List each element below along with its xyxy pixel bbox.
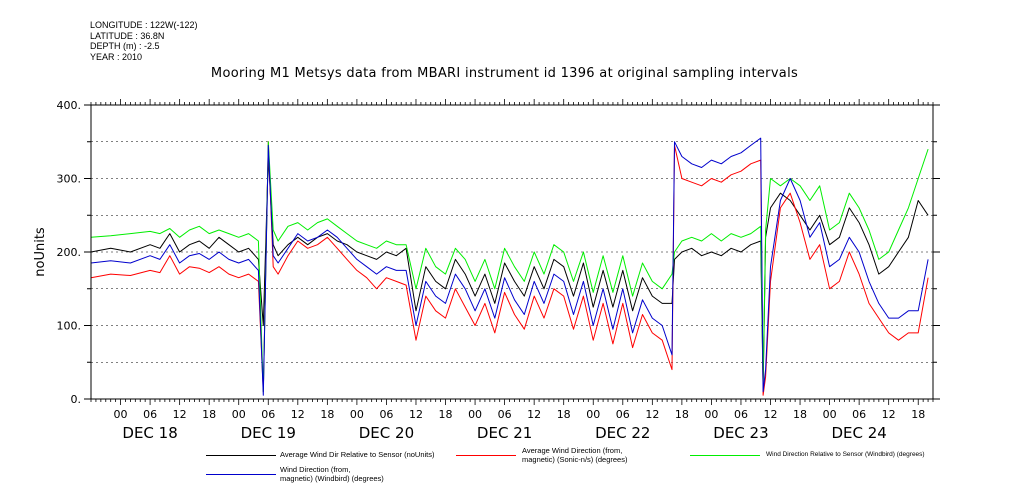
x-day-label: DEC 21 <box>477 424 532 442</box>
latitude-label: LATITUDE : 36.8N <box>90 30 165 41</box>
x-tick-label: 18 <box>675 408 689 421</box>
series-group <box>90 137 929 396</box>
x-tick-label: 12 <box>882 408 896 421</box>
x-tick-label: 12 <box>527 408 541 421</box>
depth-label: DEPTH (m) : -2.5 <box>90 41 160 51</box>
x-tick-label: 18 <box>202 408 216 421</box>
x-day-label: DEC 19 <box>241 424 296 442</box>
x-tick-label: 12 <box>645 408 659 421</box>
chart-title: Mooring M1 Metsys data from MBARI instru… <box>210 66 799 81</box>
x-tick-label: 00 <box>823 408 837 421</box>
x-tick-label: 06 <box>143 408 157 421</box>
metadata-block: LONGITUDE : 122W(-122) LATITUDE : 36.8N … <box>90 20 198 62</box>
x-tick-label: 06 <box>852 408 866 421</box>
x-day-label: DEC 23 <box>713 424 768 442</box>
legend-label-1: Average Wind Direction (from, magnetic) … <box>522 446 628 464</box>
legend-swatch-2 <box>690 455 760 456</box>
series-line-2 <box>90 141 929 393</box>
x-tick-label: 00 <box>586 408 600 421</box>
x-tick-label: 12 <box>173 408 187 421</box>
legend-swatch-3 <box>206 474 276 475</box>
x-tick-label: 06 <box>379 408 393 421</box>
x-tick-label: 00 <box>232 408 246 421</box>
axis-ticks <box>84 99 940 405</box>
y-tick-label: 400. <box>57 99 82 112</box>
x-tick-label: 12 <box>291 408 305 421</box>
x-day-label: DEC 22 <box>595 424 650 442</box>
x-tick-label: 00 <box>704 408 718 421</box>
x-tick-label: 18 <box>793 408 807 421</box>
y-tick-label: 100. <box>57 320 82 333</box>
x-tick-label: 18 <box>911 408 925 421</box>
legend-label-2: Wind Direction Relative to Sensor (Windb… <box>766 451 925 458</box>
x-tick-label: 06 <box>616 408 630 421</box>
series-line-0 <box>90 156 929 389</box>
x-tick-label: 18 <box>439 408 453 421</box>
x-day-label: DEC 18 <box>122 424 177 442</box>
y-axis-label: noUnits <box>33 227 48 277</box>
x-tick-label: 06 <box>261 408 275 421</box>
x-tick-label: 12 <box>764 408 778 421</box>
legend-label-0: Average Wind Dir Relative to Sensor (noU… <box>280 450 435 459</box>
x-tick-label: 06 <box>734 408 748 421</box>
year-label: YEAR : 2010 <box>90 51 143 62</box>
x-tick-label: 12 <box>409 408 423 421</box>
legend-label-3: Wind Direction (from, magnetic) (Windbir… <box>280 465 384 483</box>
x-tick-label: 00 <box>114 408 128 421</box>
series-line-1 <box>90 141 929 396</box>
x-day-label: DEC 20 <box>359 424 414 442</box>
x-tick-label: 00 <box>468 408 482 421</box>
y-tick-label: 0. <box>71 393 82 406</box>
y-tick-label: 300. <box>57 173 82 186</box>
x-day-label: DEC 24 <box>831 424 886 442</box>
gridlines <box>91 141 933 363</box>
x-tick-label: 00 <box>350 408 364 421</box>
x-tick-label: 18 <box>557 408 571 421</box>
series-line-3 <box>90 137 929 396</box>
y-tick-label: 200. <box>57 246 82 259</box>
x-tick-label: 06 <box>498 408 512 421</box>
legend-swatch-0 <box>206 455 276 456</box>
x-tick-label: 18 <box>320 408 334 421</box>
axis-labels: 0. 100. 200. 300. 400. 00 06 12 18 00 06 12 18 00 06 12… <box>57 99 926 442</box>
legend-swatch-1 <box>456 455 516 456</box>
longitude-label: LONGITUDE : 122W(-122) <box>90 20 198 30</box>
